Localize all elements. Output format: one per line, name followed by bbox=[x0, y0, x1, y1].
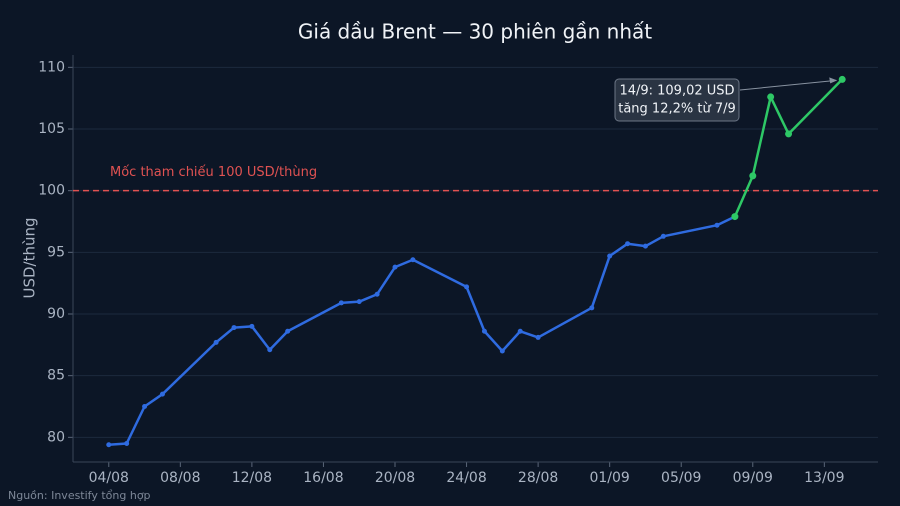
point bbox=[213, 339, 219, 345]
point bbox=[231, 325, 237, 331]
x-tick-label: 01/09 bbox=[589, 470, 629, 486]
point bbox=[142, 404, 148, 409]
point bbox=[410, 257, 416, 263]
y-axis-label: USD/thùng bbox=[21, 217, 39, 298]
x-tick-label: 16/08 bbox=[303, 470, 343, 486]
x-tick-label: 20/08 bbox=[375, 470, 415, 486]
y-tick-label: 85 bbox=[47, 368, 65, 384]
y-tick-label: 110 bbox=[38, 59, 65, 75]
point bbox=[159, 391, 165, 397]
point bbox=[517, 328, 523, 334]
point bbox=[285, 328, 291, 334]
point bbox=[625, 241, 631, 247]
annotation-text: tăng 12,2% từ 7/9 bbox=[618, 102, 736, 117]
point bbox=[731, 213, 739, 221]
point bbox=[642, 243, 648, 249]
point bbox=[374, 291, 380, 297]
x-tick-label: 24/08 bbox=[446, 470, 486, 486]
line bbox=[108, 215, 736, 446]
point bbox=[464, 284, 470, 290]
x-tick-label: 05/09 bbox=[661, 470, 701, 486]
annotation-arrowhead bbox=[829, 77, 838, 84]
point bbox=[607, 253, 613, 259]
x-tick-label: 04/08 bbox=[89, 470, 129, 486]
x-tick-label: 08/08 bbox=[160, 470, 200, 486]
point bbox=[356, 299, 362, 305]
point bbox=[338, 300, 344, 306]
x-tick-label: 13/09 bbox=[804, 470, 844, 486]
point bbox=[499, 348, 505, 354]
y-tick-label: 90 bbox=[47, 306, 65, 322]
x-tick-label: 09/09 bbox=[733, 470, 773, 486]
point bbox=[767, 93, 775, 101]
point bbox=[535, 334, 541, 340]
point bbox=[660, 233, 666, 239]
y-tick-label: 105 bbox=[38, 121, 65, 137]
x-tick-label: 28/08 bbox=[518, 470, 558, 486]
point bbox=[785, 130, 793, 138]
x-tick-label: 12/08 bbox=[232, 470, 272, 486]
y-tick-label: 95 bbox=[47, 244, 65, 260]
point bbox=[714, 222, 720, 228]
point bbox=[392, 264, 398, 270]
reference-label: Mốc tham chiếu 100 USD/thùng bbox=[110, 165, 317, 180]
point bbox=[838, 75, 846, 83]
chart-title: Giá dầu Brent — 30 phiên gần nhất bbox=[298, 20, 652, 44]
point bbox=[589, 305, 595, 311]
y-tick-label: 100 bbox=[38, 183, 65, 199]
annotation-text: 14/9: 109,02 USD bbox=[619, 84, 734, 99]
annotation-arrow bbox=[739, 79, 837, 91]
point bbox=[481, 328, 487, 334]
y-tick-label: 80 bbox=[47, 429, 65, 445]
point bbox=[267, 347, 273, 353]
point bbox=[749, 172, 757, 180]
annotation-box bbox=[614, 78, 740, 122]
point bbox=[106, 442, 112, 448]
point bbox=[249, 323, 255, 329]
point bbox=[124, 441, 130, 446]
source-note: Nguồn: Investify tổng hợp bbox=[8, 489, 151, 502]
